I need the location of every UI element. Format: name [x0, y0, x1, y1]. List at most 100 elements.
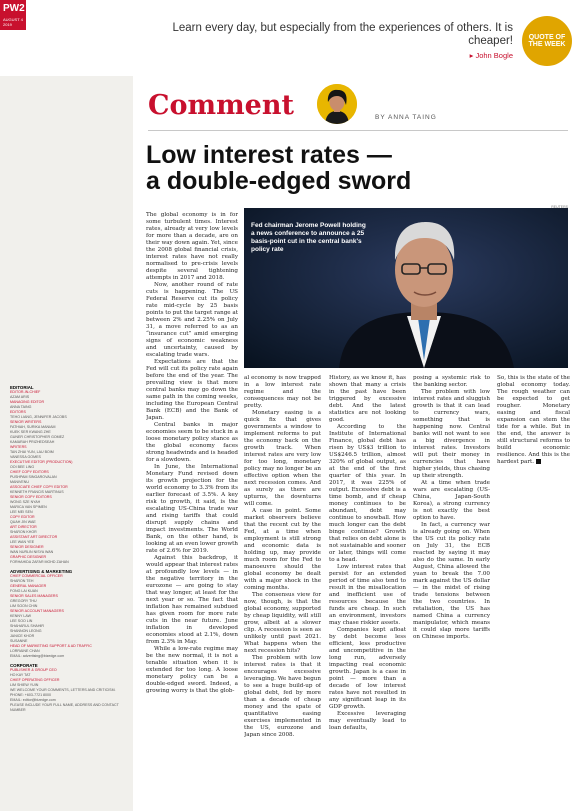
article-column-3: History, as we know it, has shown that m… [329, 375, 406, 803]
article-paragraph: Now, another round of rate cuts is happe… [146, 282, 238, 358]
article-paragraph: The consensus view for now, though, is t… [244, 592, 321, 654]
masthead-entry: WAN NURLIN NISYA WAN [10, 550, 54, 554]
masthead-entry: EDITORS [10, 410, 26, 414]
masthead-entry: LEE MEI SEN [10, 510, 33, 514]
masthead-entry: ANNA TAING [10, 405, 32, 409]
column-3-text: History, as we know it, has shown that m… [329, 375, 406, 732]
photo-caption: Fed chairman Jerome Powell holding a new… [251, 222, 366, 253]
quote-author: ▸ John Bogle [469, 51, 513, 60]
section-title: Comment [148, 90, 294, 121]
headline-line-2: a double-edged sword [146, 167, 412, 195]
article-paragraph: The problem with low interest rates is t… [244, 655, 321, 738]
byline: BY ANNA TAING [375, 114, 437, 121]
article-paragraph: The global economy is in for some turbul… [146, 212, 238, 281]
masthead-entry: FONG LAI KUAN [10, 589, 38, 593]
masthead-entry: MANIVENU [10, 480, 29, 484]
section-divider [148, 130, 568, 131]
masthead-entry: LIM SOON CHIN [10, 604, 38, 608]
article-paragraph: Against this backdrop, it would appear t… [146, 555, 238, 645]
headline-line-1: Low interest rates — [146, 141, 392, 169]
article-column-2: al economy is now trapped in a low inter… [244, 375, 321, 803]
headline: Low interest rates — a double-edged swor… [146, 142, 476, 194]
photo-illustration [244, 208, 568, 368]
masthead-entry: GRAPHIC DESIGNER [10, 555, 47, 559]
masthead-entry: MARICA VAN SPIMEN [10, 505, 47, 509]
masthead-entry: AZAM ARIS [10, 395, 30, 399]
article-paragraph: A case in point. Some market observers b… [244, 508, 321, 591]
masthead-entry: HEAD OF MARKETING SUPPORT & AD TRAFFIC [10, 644, 92, 648]
article-column-4: posing a systemic risk to the banking se… [413, 375, 490, 803]
masthead-entry: ASSOCIATE CHIEF COPY EDITOR [10, 485, 68, 489]
badge-label: QUOTE OF THE WEEK [528, 33, 566, 49]
article-paragraph: Central banks in major economies seem to… [146, 422, 238, 463]
masthead-entry: KAMARAH PRIZHEDSEAH [10, 440, 55, 444]
masthead-entry: EXECUTIVE EDITOR (PRODUCTION) [10, 460, 73, 464]
masthead-entry: WONG SZE NYAH [10, 500, 41, 504]
column-2-text: al economy is now trapped in a low inter… [244, 375, 321, 739]
masthead-entry: PLEASE INCLUDE YOUR FULL NAME, ADDRESS A… [10, 703, 119, 712]
masthead-entry: HO KAY TAT [10, 673, 31, 677]
sidebar: EDITORIAL EDITOR-IN-CHIEF AZAM ARIS MANAGIN… [0, 76, 133, 811]
masthead-entry: QUAH JIN WAE [10, 520, 36, 524]
article-paragraph: Expectations are that the Fed will cut i… [146, 359, 238, 421]
masthead-entry: EDITOR-IN-CHIEF [10, 390, 41, 394]
masthead-entry: PUSHPAM SINGAROVALAN [10, 475, 57, 479]
page-folio: PW2 AUGUST 4 2019 [0, 0, 26, 30]
masthead-entry: CHIEF COPY EDITORS [10, 470, 49, 474]
article-paragraph: At a time when trade wars are escalating… [413, 480, 490, 521]
article-paragraph: Monetary easing is a quick fix that give… [244, 410, 321, 507]
column-1-text: The global economy is in for some turbul… [146, 212, 238, 695]
article-paragraph: The problem with low interest rates and … [413, 389, 490, 479]
masthead-entry: SENIOR DESIGNER [10, 545, 44, 549]
page-number: PW2 [3, 3, 25, 14]
masthead-entry: ART DIRECTOR [10, 525, 37, 529]
column-4-text: posing a systemic risk to the banking se… [413, 375, 490, 641]
masthead-entry: KENNETH FRANCIS MARTINUS [10, 490, 64, 494]
masthead-entry: WRITERS [10, 445, 27, 449]
masthead-entry: SHAHARUL SHAHIR [10, 624, 45, 628]
masthead-entry: JANICE KHOR [10, 634, 35, 638]
masthead-entry: FATHIAH, SURIKA MANIAM [10, 425, 56, 429]
masthead-entry: PHONE: +603-7721 8000 [10, 693, 52, 697]
end-of-article-icon [535, 459, 541, 464]
masthead-entry: SENIOR COPY EDITORS [10, 495, 52, 499]
masthead-entry: TEHO LIANG, JENNIFER JACOBS [10, 415, 67, 419]
article-paragraph: While a low-rate regime may be the new n… [146, 646, 238, 694]
masthead-entry: SENIOR SALES MANAGERS [10, 594, 58, 598]
masthead-entry: EMAIL: advertising@bizedge.com [10, 654, 65, 658]
article-paragraph: In June, the International Monetary Fund… [146, 464, 238, 554]
article-paragraph: Low interest rates that persist for an e… [329, 564, 406, 626]
masthead-entry: CHIEF OPERATING OFFICER [10, 678, 60, 682]
quote-block: Learn every day, but especially from the… [153, 22, 514, 62]
masthead-entry: CHIEF COMMERCIAL OFFICER [10, 574, 63, 578]
masthead-entry: ADVERTISING & MARKETING [10, 569, 73, 574]
masthead-entry: EMAIL: editor@bizedge.com [10, 698, 56, 702]
article-paragraph: In fact, a currency war is already going… [413, 522, 490, 640]
article-photo [244, 208, 568, 368]
masthead-entry: SENIOR WRITERS [10, 420, 42, 424]
article-paragraph: al economy is now trapped in a low inter… [244, 375, 321, 409]
masthead-entry: LEE SOO LIN [10, 619, 33, 623]
issue-date: AUGUST 4 2019 [3, 17, 23, 27]
article-paragraph: Companies kept afloat by debt become les… [329, 627, 406, 710]
author-portrait [317, 84, 357, 124]
masthead-entry: LORRAINE CHAN [10, 649, 40, 653]
masthead-entry: WE WELCOME YOUR COMMENTS, LETTERS AND CR… [10, 688, 116, 692]
masthead-entry: CORPORATE [10, 663, 38, 668]
column-5-text: So, this is the state of the global econ… [497, 375, 570, 466]
masthead-entry: TAN ZHAI YUN, LAU BOIM [10, 450, 54, 454]
masthead-entry: PUBLISHER & GROUP CEO [10, 668, 57, 672]
photo-credit: REUTERS [551, 205, 568, 209]
masthead-entry: EDITORIAL [10, 385, 34, 390]
article-paragraph: So, this is the state of the global econ… [497, 375, 570, 465]
masthead-entry: GUNER CHRISTOPHER GOMEZ [10, 435, 65, 439]
masthead-entry: GREGORY THU [10, 599, 37, 603]
article-column-1: The global economy is in for some turbul… [146, 212, 238, 802]
masthead-entry: LEE WAN YEE [10, 540, 35, 544]
masthead-entry: SENIOR ACCOUNT MANAGERS [10, 609, 64, 613]
masthead-entry: SHARON KHOR [10, 530, 37, 534]
article-paragraph: Excessive leveraging may eventually lead… [329, 711, 406, 731]
article-paragraph: According to the Institute of Internatio… [329, 424, 406, 563]
masthead-entry: COPY EDITOR [10, 515, 35, 519]
